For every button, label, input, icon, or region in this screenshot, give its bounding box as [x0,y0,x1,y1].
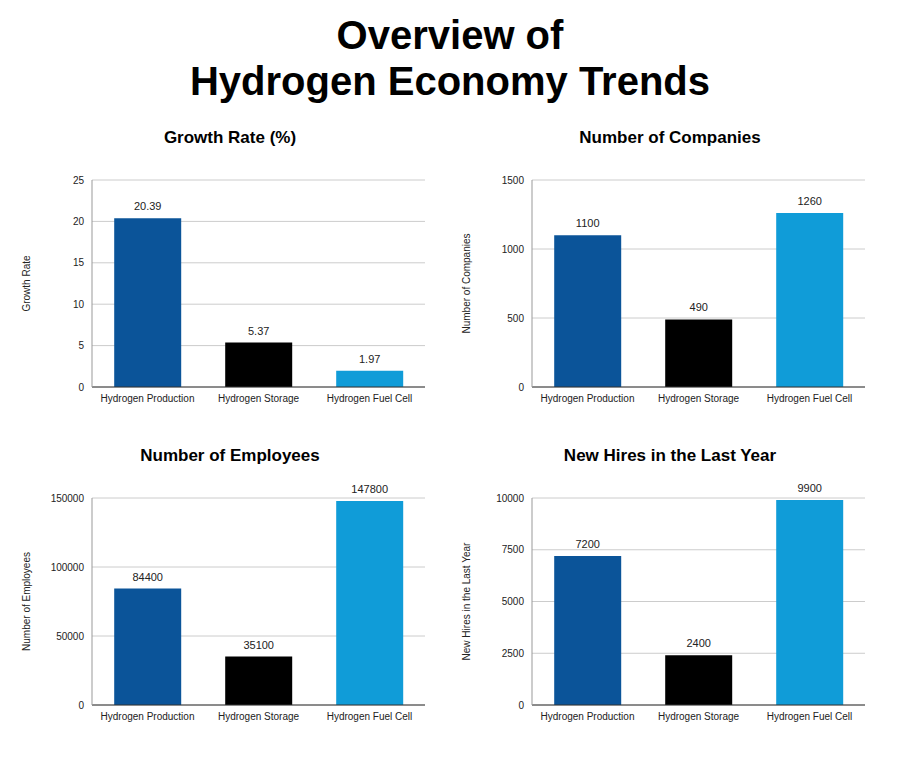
svg-text:0: 0 [78,382,84,393]
svg-text:Hydrogen Production: Hydrogen Production [541,711,635,722]
svg-text:0: 0 [518,382,524,393]
svg-text:20: 20 [73,216,85,227]
svg-text:0: 0 [518,700,524,711]
svg-text:Hydrogen Production: Hydrogen Production [101,711,195,722]
svg-text:1000: 1000 [502,244,525,255]
svg-text:Hydrogen Fuel Cell: Hydrogen Fuel Cell [767,393,853,404]
svg-text:2500: 2500 [502,648,525,659]
svg-text:500: 500 [507,313,524,324]
svg-text:50000: 50000 [56,631,84,642]
svg-text:7500: 7500 [502,544,525,555]
svg-text:5000: 5000 [502,596,525,607]
svg-text:490: 490 [690,301,708,313]
svg-text:Hydrogen Storage: Hydrogen Storage [218,393,300,404]
html-text:New Hires in the Last Year: New Hires in the Last Year [563,446,777,465]
svg-text:2400: 2400 [686,637,710,649]
svg-text:Hydrogen Production: Hydrogen Production [541,393,635,404]
svg-text:35100: 35100 [243,639,274,651]
svg-text:1.97: 1.97 [359,353,380,365]
svg-text:100000: 100000 [51,562,85,573]
svg-text:Hydrogen Storage: Hydrogen Storage [658,711,740,722]
svg-text:1260: 1260 [797,195,821,207]
svg-text:5.37: 5.37 [248,325,269,337]
svg-text:Number of Companies: Number of Companies [461,233,472,333]
svg-text:Hydrogen Storage: Hydrogen Storage [658,393,740,404]
html-text:Number of Companies: Number of Companies [579,128,761,147]
svg-text:1500: 1500 [502,175,525,186]
html-text:Overview of Hydrogen Economy T: Overview of Hydrogen Economy Trends [189,13,710,103]
html-text:Number of Employees: Number of Employees [140,446,320,465]
svg-text:25: 25 [73,175,85,186]
svg-text:147800: 147800 [351,483,388,495]
svg-text:New Hires in the Last Year: New Hires in the Last Year [461,542,472,661]
svg-text:10000: 10000 [496,493,524,504]
svg-text:0: 0 [78,700,84,711]
svg-text:84400: 84400 [132,571,163,583]
svg-text:9900: 9900 [797,482,821,494]
svg-text:Growth Rate: Growth Rate [21,255,32,312]
svg-text:Hydrogen Production: Hydrogen Production [101,393,195,404]
svg-text:5: 5 [78,340,84,351]
svg-text:Number of Employees: Number of Employees [21,552,32,651]
svg-text:20.39: 20.39 [134,200,162,212]
svg-text:1100: 1100 [576,217,600,229]
svg-text:Hydrogen Storage: Hydrogen Storage [218,711,300,722]
svg-text:Hydrogen Fuel Cell: Hydrogen Fuel Cell [327,393,413,404]
svg-text:Hydrogen Fuel Cell: Hydrogen Fuel Cell [767,711,853,722]
svg-text:7200: 7200 [575,538,599,550]
svg-text:Hydrogen Fuel Cell: Hydrogen Fuel Cell [327,711,413,722]
svg-text:150000: 150000 [51,493,85,504]
html-text:Growth Rate (%): Growth Rate (%) [163,128,297,147]
svg-text:15: 15 [73,257,85,268]
svg-text:10: 10 [73,299,85,310]
